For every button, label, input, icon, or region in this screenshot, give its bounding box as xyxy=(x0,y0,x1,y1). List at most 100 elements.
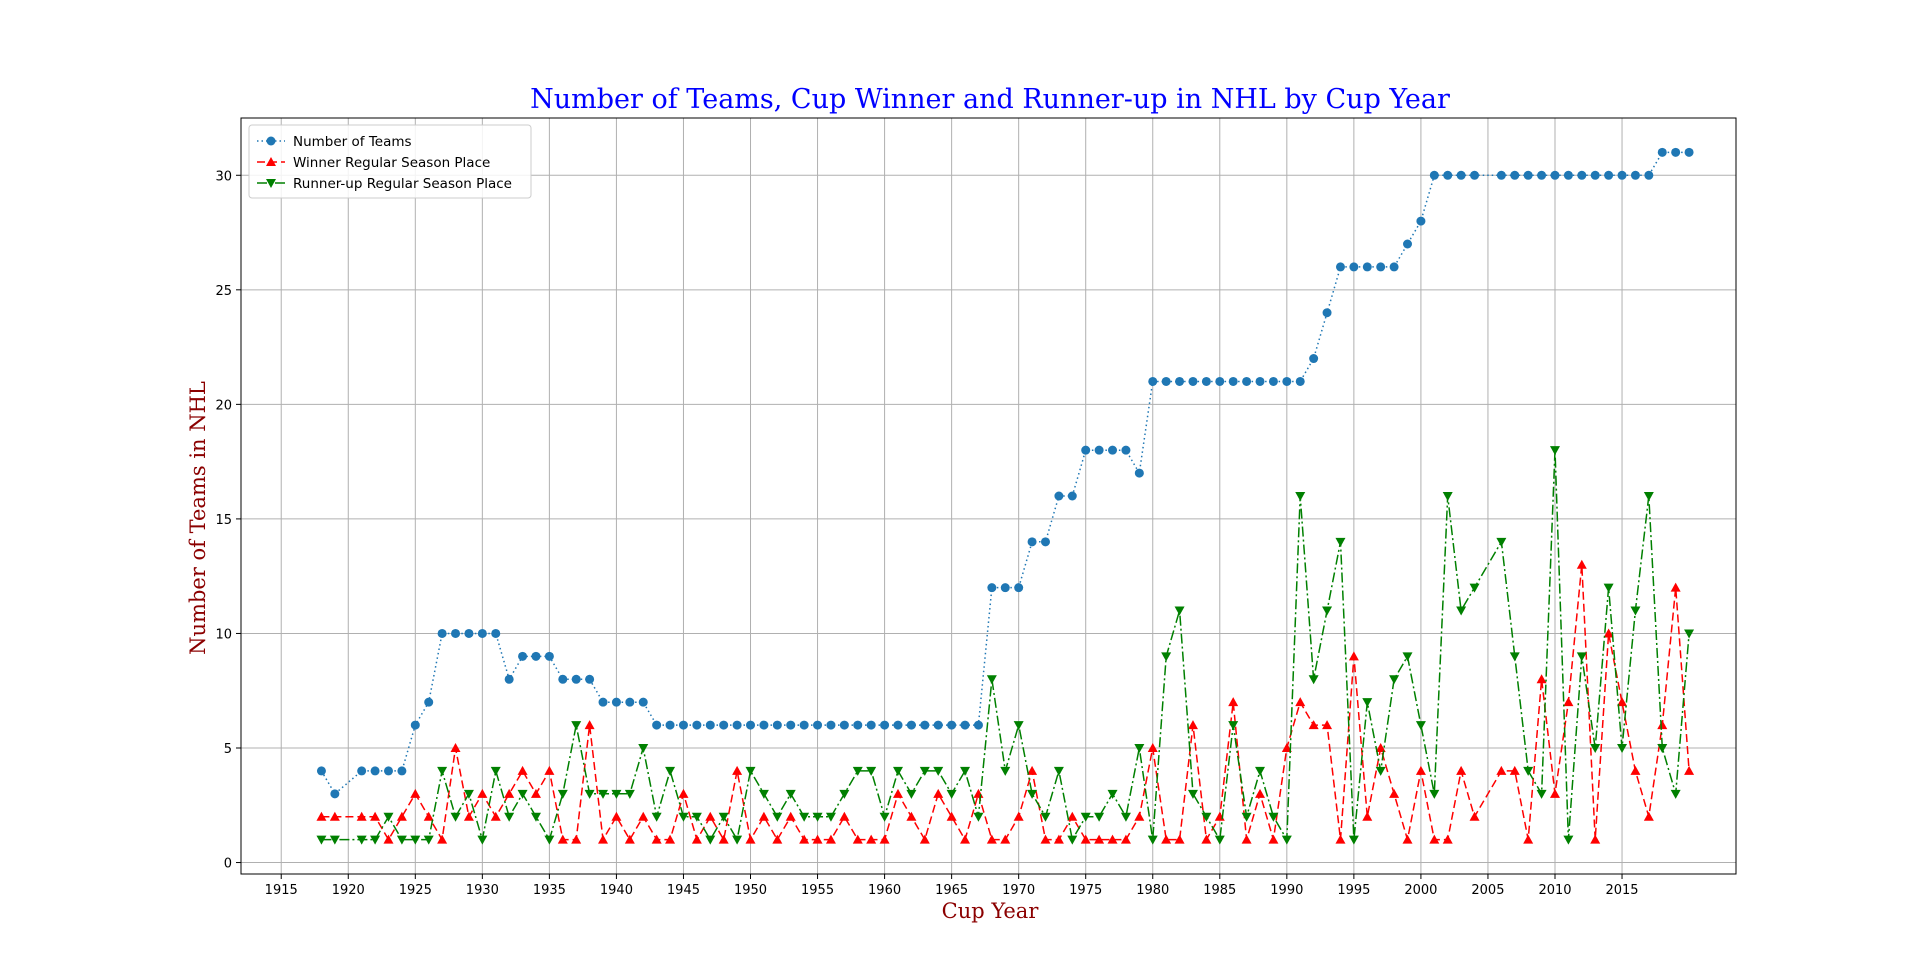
series-1-point xyxy=(1268,834,1279,844)
series-2-point xyxy=(960,766,971,776)
x-tick-label: 1925 xyxy=(399,883,432,898)
series-2-point xyxy=(611,789,622,799)
series-2-point xyxy=(785,789,796,799)
series-2-point xyxy=(892,766,903,776)
series-1-point xyxy=(1187,720,1198,730)
series-2-point xyxy=(356,835,367,845)
grid-lines xyxy=(241,118,1736,874)
series-1-point xyxy=(785,811,796,821)
x-tick-label: 2015 xyxy=(1605,883,1638,898)
legend-marker xyxy=(266,157,276,166)
series-1-point xyxy=(892,788,903,798)
series-2-point xyxy=(1617,744,1628,753)
series-2-point xyxy=(986,675,997,685)
series-0-point xyxy=(437,628,447,638)
series-1-point xyxy=(718,834,729,844)
series-0-point xyxy=(1335,262,1345,272)
series-2-point xyxy=(638,744,649,753)
series-0-point xyxy=(1630,170,1640,180)
series-2-point xyxy=(705,835,716,845)
x-tick-label: 1985 xyxy=(1203,883,1236,898)
series-1-point xyxy=(370,811,381,821)
series-2-point xyxy=(732,835,743,845)
series-0-point xyxy=(1349,262,1359,272)
series-2-point xyxy=(1040,812,1051,822)
series-2-point xyxy=(1496,537,1507,547)
series-1-point xyxy=(1322,720,1333,730)
series-2-point xyxy=(396,835,407,845)
series-2-point xyxy=(1053,766,1064,776)
x-tick-label: 1945 xyxy=(667,883,700,898)
series-2-point xyxy=(410,835,421,845)
series-2-point xyxy=(1603,583,1614,593)
series-0-point xyxy=(947,720,957,730)
series-2-point xyxy=(1684,629,1695,639)
chart-title: Number of Teams, Cup Winner and Runner-u… xyxy=(530,84,1450,115)
x-tick-label: 1980 xyxy=(1136,883,1169,898)
series-1-point xyxy=(919,834,930,844)
series-0-point xyxy=(1403,239,1413,249)
series-1-point xyxy=(973,788,984,798)
series-0-point xyxy=(826,720,836,730)
series-0-point xyxy=(1550,170,1560,180)
series-2-point xyxy=(584,789,595,799)
series-1-point xyxy=(933,788,944,798)
series-1-point xyxy=(678,788,689,798)
x-tick-label: 1950 xyxy=(734,883,767,898)
series-1-point xyxy=(1295,697,1306,707)
y-tick-label: 30 xyxy=(215,169,232,184)
series-2-point xyxy=(1536,789,1547,799)
series-2-point xyxy=(1563,835,1574,845)
series-0-point xyxy=(383,766,393,776)
series-0-point xyxy=(638,697,648,707)
series-0-point xyxy=(1108,445,1118,455)
x-tick-label: 1940 xyxy=(600,883,633,898)
series-1-point xyxy=(1657,720,1668,730)
series-2-point xyxy=(1590,744,1601,753)
legend-marker xyxy=(266,136,276,146)
series-line-1 xyxy=(321,564,1690,842)
series-0-point xyxy=(853,720,863,730)
series-0-point xyxy=(1537,170,1547,180)
series-2-point xyxy=(812,812,823,822)
x-tick-label: 1960 xyxy=(868,883,901,898)
series-0-point xyxy=(1429,170,1439,180)
series-0-point xyxy=(933,720,943,730)
series-1-point xyxy=(1684,765,1695,775)
series-1-point xyxy=(812,834,823,844)
series-0-point xyxy=(477,628,487,638)
series-1-point xyxy=(651,834,662,844)
series-2-point xyxy=(1643,492,1654,501)
y-tick-label: 20 xyxy=(215,398,232,413)
series-1-point xyxy=(1456,765,1467,775)
series-1-point xyxy=(705,811,716,821)
series-0-point xyxy=(1563,170,1573,180)
legend-marker xyxy=(266,179,276,188)
series-1-point xyxy=(852,834,863,844)
x-tick-label: 2010 xyxy=(1538,883,1571,898)
series-2-point xyxy=(866,766,877,776)
series-2-point xyxy=(1523,766,1534,776)
series-1-point xyxy=(437,834,448,844)
series-0-point xyxy=(1282,376,1292,386)
series-0-point xyxy=(1322,308,1332,318)
series-0-point xyxy=(1081,445,1091,455)
legend-box xyxy=(248,124,532,199)
series-0-point xyxy=(544,651,554,661)
y-axis-ticks: 0 5 10 15 20 25 30 xyxy=(215,169,241,872)
series-2-point xyxy=(933,766,944,776)
series-1-point xyxy=(477,788,488,798)
series-2-point xyxy=(825,812,836,822)
series-2-point xyxy=(1362,698,1373,708)
series-2-point xyxy=(1174,606,1185,616)
series-0-point xyxy=(1684,147,1694,157)
series-0-point xyxy=(1134,468,1144,478)
x-tick-label: 1930 xyxy=(466,883,499,898)
series-2-point xyxy=(691,812,702,822)
series-0-point xyxy=(1014,583,1024,593)
series-1-point xyxy=(1402,834,1413,844)
series-2-point xyxy=(1268,812,1279,822)
series-2-point xyxy=(1657,744,1668,753)
series-1-point xyxy=(1134,811,1145,821)
